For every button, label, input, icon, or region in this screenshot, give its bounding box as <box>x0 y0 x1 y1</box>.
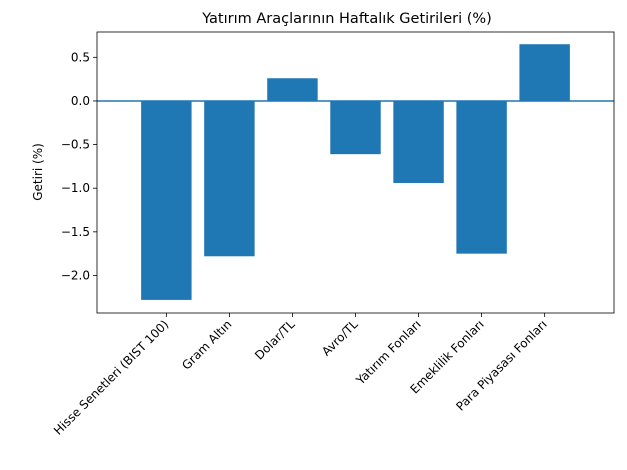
x-axis-ticks: Hisse Senetleri (BIST 100) Gram Altın Dola… <box>51 313 550 438</box>
y-tick-label: −1.5 <box>61 225 90 239</box>
chart-title: Yatırım Araçlarının Haftalık Getirileri … <box>201 11 492 27</box>
y-axis-ticks: 0.5 0.0 −0.5 −1.0 −1.5 −2.0 <box>61 50 97 282</box>
y-tick-label: 0.5 <box>71 50 90 64</box>
x-tick-label: Yatırım Fonları <box>353 317 424 388</box>
y-tick-label: 0.0 <box>71 94 90 108</box>
y-axis-label: Getiri (%) <box>31 143 45 201</box>
y-tick-label: −0.5 <box>61 138 90 152</box>
bar-0 <box>141 100 192 300</box>
bar-1 <box>204 100 255 257</box>
x-tick-label: Avro/TL <box>319 317 361 359</box>
bar-6 <box>519 44 570 101</box>
bar-4 <box>393 100 444 183</box>
bar-3 <box>330 100 381 155</box>
bars-group <box>141 44 570 300</box>
x-tick-label: Gram Altın <box>179 317 234 372</box>
y-tick-label: −1.0 <box>61 181 90 195</box>
x-tick-label: Hisse Senetleri (BIST 100) <box>51 317 171 437</box>
x-tick-label: Dolar/TL <box>252 317 298 363</box>
bar-5 <box>456 100 507 254</box>
bar-2 <box>267 78 318 101</box>
plot-area-frame <box>96 31 615 314</box>
y-tick-label: −2.0 <box>61 268 90 282</box>
